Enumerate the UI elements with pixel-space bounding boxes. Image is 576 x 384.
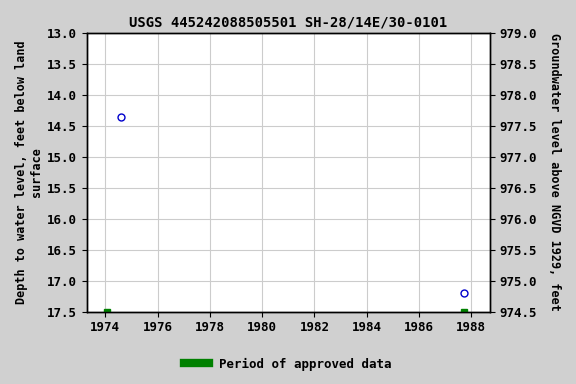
Legend: Period of approved data: Period of approved data [179, 353, 397, 376]
Y-axis label: Depth to water level, feet below land
surface: Depth to water level, feet below land su… [15, 41, 43, 304]
Title: USGS 445242088505501 SH-28/14E/30-0101: USGS 445242088505501 SH-28/14E/30-0101 [129, 15, 448, 29]
Y-axis label: Groundwater level above NGVD 1929, feet: Groundwater level above NGVD 1929, feet [548, 33, 561, 311]
